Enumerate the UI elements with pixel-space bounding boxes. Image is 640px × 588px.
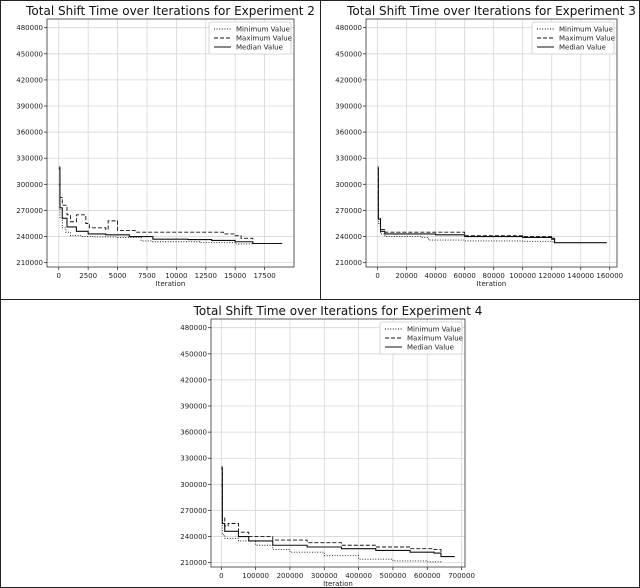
experiment-4-y-tick-label: 330000 — [180, 455, 207, 463]
experiment-2-y-tick-label: 360000 — [16, 129, 43, 137]
experiment-2-title: Total Shift Time over Iterations for Exp… — [25, 4, 315, 18]
experiment-4-plot-area — [210, 318, 466, 568]
experiment-2-y-tick-label: 240000 — [16, 233, 43, 241]
experiment-3-x-tick-label: 20000 — [395, 272, 417, 280]
experiment-3-legend-entry: Maximum Value — [559, 35, 615, 43]
experiment-2-y-tick-label: 480000 — [16, 24, 43, 32]
experiment-4-y-tick-label: 300000 — [180, 481, 207, 489]
chart-experiment-2: Total Shift Time over Iterations for Exp… — [16, 4, 315, 288]
experiment-3-series-minimum-value — [377, 192, 556, 243]
experiment-3-x-tick-label: 140000 — [567, 272, 594, 280]
chart-experiment-3: Total Shift Time over Iterations for Exp… — [335, 4, 636, 288]
experiment-2-y-tick-label: 210000 — [16, 259, 43, 267]
experiment-4-y-tick-label: 390000 — [180, 403, 207, 411]
experiment-3-x-tick-label: 100000 — [509, 272, 536, 280]
experiment-2-legend — [208, 21, 292, 55]
experiment-2-series-minimum-value — [58, 183, 254, 245]
experiment-2-x-tick-label: 17500 — [253, 272, 275, 280]
experiment-3-x-axis-label: Iteration — [477, 280, 507, 288]
experiment-4-x-tick-label: 0 — [219, 572, 223, 580]
experiment-3-y-tick-label: 480000 — [335, 24, 362, 32]
experiment-3-plot-area — [365, 18, 618, 268]
experiment-3-y-tick-label: 420000 — [335, 76, 362, 84]
experiment-3-x-tick-label: 120000 — [538, 272, 565, 280]
experiment-2-x-tick-label: 2500 — [79, 272, 97, 280]
experiment-4-y-tick-label: 480000 — [180, 324, 207, 332]
experiment-4-y-tick-label: 270000 — [180, 507, 207, 515]
experiment-4-y-tick-label: 450000 — [180, 350, 207, 358]
experiment-2-x-tick-label: 15000 — [224, 272, 246, 280]
experiment-4-y-tick-label: 210000 — [180, 559, 207, 567]
experiment-4-y-tick-label: 420000 — [180, 376, 207, 384]
experiment-4-x-axis-label: Iteration — [323, 580, 353, 587]
experiment-2-legend-entry: Minimum Value — [236, 26, 290, 34]
experiment-2-x-axis-label: Iteration — [156, 280, 186, 288]
experiment-4-legend-entry: Median Value — [407, 344, 454, 352]
experiment-4-legend — [379, 321, 463, 355]
experiment-4-y-tick-label: 360000 — [180, 429, 207, 437]
experiment-4-y-tick-label: 240000 — [180, 533, 207, 541]
experiment-2-y-tick-label: 420000 — [16, 76, 43, 84]
experiment-3-y-tick-label: 210000 — [335, 259, 362, 267]
experiment-4-x-tick-label: 600000 — [414, 572, 441, 580]
chart-panel-experiment-3: Total Shift Time over Iterations for Exp… — [320, 0, 640, 300]
experiment-2-series-maximum-value — [58, 166, 254, 244]
experiment-3-series-maximum-value — [377, 166, 556, 243]
experiment-3-series-median-value — [377, 168, 607, 244]
experiment-3-title: Total Shift Time over Iterations for Exp… — [346, 4, 636, 18]
experiment-2-x-tick-label: 0 — [57, 272, 61, 280]
experiment-2-y-tick-label: 330000 — [16, 155, 43, 163]
experiment-3-y-tick-label: 240000 — [335, 233, 362, 241]
experiment-4-x-tick-label: 100000 — [242, 572, 269, 580]
experiment-2-plot-area — [46, 18, 295, 268]
experiment-3-x-tick-label: 0 — [375, 272, 379, 280]
experiment-3-x-tick-label: 60000 — [454, 272, 476, 280]
experiment-2-legend-entry: Maximum Value — [236, 35, 292, 43]
experiment-3-legend — [531, 21, 615, 55]
experiment-2-y-tick-label: 390000 — [16, 103, 43, 111]
chart-panel-experiment-2: Total Shift Time over Iterations for Exp… — [0, 0, 321, 300]
experiment-3-y-tick-label: 450000 — [335, 50, 362, 58]
experiment-2-x-tick-label: 10000 — [165, 272, 187, 280]
experiment-4-x-tick-label: 200000 — [277, 572, 304, 580]
experiment-2-series-median-value — [58, 168, 283, 245]
chart-experiment-4: Total Shift Time over Iterations for Exp… — [180, 304, 483, 587]
experiment-3-x-tick-label: 40000 — [425, 272, 447, 280]
experiment-4-series-median-value — [221, 468, 455, 558]
experiment-4-legend-entry: Maximum Value — [407, 335, 463, 343]
experiment-4-title: Total Shift Time over Iterations for Exp… — [193, 304, 483, 318]
experiment-2-x-tick-label: 12500 — [195, 272, 217, 280]
experiment-4-x-tick-label: 700000 — [448, 572, 475, 580]
experiment-2-legend-entry: Median Value — [236, 44, 283, 52]
experiment-4-x-tick-label: 400000 — [345, 572, 372, 580]
experiment-3-legend-entry: Minimum Value — [559, 26, 613, 34]
experiment-2-y-tick-label: 300000 — [16, 181, 43, 189]
experiment-4-legend-entry: Minimum Value — [407, 326, 461, 334]
experiment-3-x-tick-label: 80000 — [483, 272, 505, 280]
experiment-2-y-tick-label: 450000 — [16, 50, 43, 58]
experiment-4-series-maximum-value — [221, 466, 442, 553]
experiment-2-x-tick-label: 7500 — [138, 272, 156, 280]
experiment-3-y-tick-label: 330000 — [335, 155, 362, 163]
experiment-3-y-tick-label: 360000 — [335, 129, 362, 137]
experiment-3-legend-entry: Median Value — [559, 44, 606, 52]
experiment-4-x-tick-label: 500000 — [380, 572, 407, 580]
experiment-3-y-tick-label: 390000 — [335, 103, 362, 111]
experiment-3-y-tick-label: 270000 — [335, 207, 362, 215]
experiment-2-x-tick-label: 5000 — [109, 272, 127, 280]
experiment-3-x-tick-label: 160000 — [596, 272, 623, 280]
experiment-4-x-tick-label: 300000 — [311, 572, 338, 580]
experiment-3-y-tick-label: 300000 — [335, 181, 362, 189]
experiment-2-y-tick-label: 270000 — [16, 207, 43, 215]
chart-panel-experiment-4: Total Shift Time over Iterations for Exp… — [0, 299, 640, 588]
